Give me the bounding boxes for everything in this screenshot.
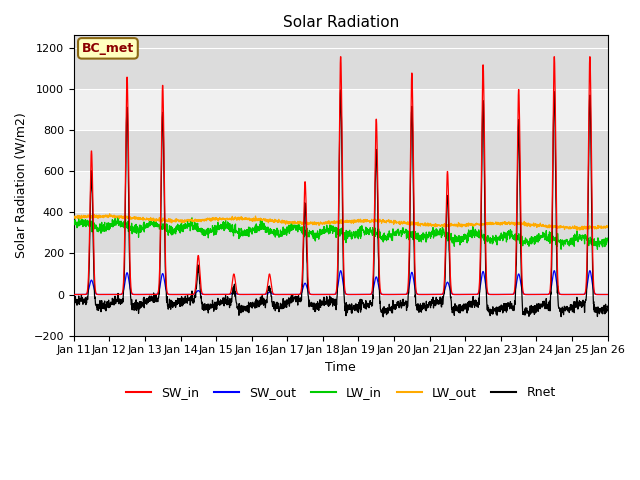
Bar	[74, 212, 607, 253]
X-axis label: Time: Time	[325, 361, 356, 374]
Y-axis label: Solar Radiation (W/m2): Solar Radiation (W/m2)	[15, 113, 28, 258]
Title: Solar Radiation: Solar Radiation	[282, 15, 399, 30]
Bar	[74, 130, 607, 171]
Bar	[74, 89, 607, 130]
Bar	[74, 171, 607, 212]
Bar	[74, 48, 607, 89]
Bar	[74, 253, 607, 295]
Bar	[74, 295, 607, 336]
Text: BC_met: BC_met	[82, 42, 134, 55]
Legend: SW_in, SW_out, LW_in, LW_out, Rnet: SW_in, SW_out, LW_in, LW_out, Rnet	[121, 382, 561, 405]
